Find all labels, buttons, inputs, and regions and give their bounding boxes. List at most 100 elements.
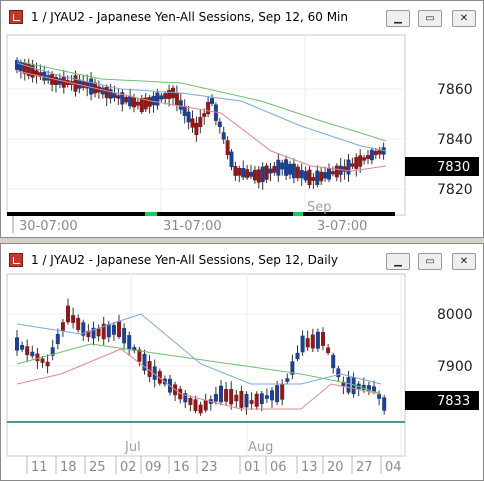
maximize-icon: ▭ [425, 13, 435, 24]
candle-body [30, 351, 35, 357]
candle-body [284, 159, 289, 176]
candle-body [270, 390, 274, 401]
minimize-button[interactable]: ▁ [386, 253, 410, 270]
candle-body [96, 328, 101, 337]
candle-body [373, 150, 378, 156]
title-bar[interactable]: 1 / JYAU2 - Japanese Yen-All Sessions, S… [1, 1, 483, 35]
candle-body [288, 163, 292, 175]
candle-body [71, 315, 76, 323]
candle-body [111, 324, 116, 335]
candle-body [319, 171, 324, 182]
candle-body [183, 393, 188, 403]
date-label: 23 [201, 460, 218, 475]
candle-body [300, 335, 305, 353]
candle-body [137, 349, 142, 362]
candle-body [305, 338, 310, 348]
candle-body [139, 97, 144, 113]
current-price-badge [405, 157, 479, 176]
candle-body [285, 378, 290, 382]
candle-body [45, 361, 50, 367]
ma-line [16, 70, 387, 172]
candle-body [147, 361, 152, 377]
date-axis: 11 18 25 02 09 16 23 01 06 13 20 27 04 [26, 456, 402, 475]
candle-body [116, 95, 121, 99]
candle-body [132, 347, 137, 351]
candle-body [143, 97, 148, 110]
candle-body [152, 366, 157, 380]
candle-body [217, 121, 222, 128]
candle-body [291, 163, 296, 179]
chart-window-60min[interactable]: 1 / JYAU2 - Japanese Yen-All Sessions, S… [0, 0, 484, 238]
ma-line [16, 343, 382, 395]
maximize-icon: ▭ [425, 256, 435, 267]
candle-body [377, 394, 382, 399]
candle-body [202, 113, 207, 117]
candle-body [259, 393, 264, 405]
candle-body [310, 334, 315, 349]
candle-body [336, 368, 341, 378]
candle-body [186, 111, 191, 123]
candle-body [40, 358, 45, 363]
candle-body [295, 166, 300, 179]
candle-body [221, 132, 226, 140]
price-chart-60min[interactable]: 7860 7840 7820 7830 30-07:00 31-07:00 Se… [1, 1, 483, 237]
month-label: Sep [307, 200, 332, 215]
close-button[interactable]: ✕ [452, 10, 476, 27]
title-bar[interactable]: 1 / JYAU2 - Japanese Yen-All Sessions, S… [1, 244, 483, 278]
date-label-2: 31-07:00 [163, 219, 222, 234]
candle-body [132, 97, 136, 108]
price-label-3: 7820 [437, 182, 473, 198]
candle-body [295, 352, 300, 360]
chart-window-daily[interactable]: 1 / JYAU2 - Japanese Yen-All Sessions, S… [0, 243, 484, 481]
maximize-button[interactable]: ▭ [418, 10, 442, 27]
month-label-jul: Jul [124, 440, 141, 455]
price-label-1: 8000 [437, 307, 473, 323]
candle-body [61, 76, 66, 88]
candle-body [334, 165, 339, 178]
candle-body [276, 159, 281, 176]
candle-body [361, 384, 366, 390]
candle-body [241, 167, 246, 178]
candle-body [382, 397, 387, 411]
candles [15, 57, 386, 190]
date-label: 20 [327, 460, 344, 475]
moving-averages [16, 313, 382, 410]
date-label: 09 [145, 460, 162, 475]
candle-body [15, 337, 19, 351]
candle-body [50, 347, 55, 356]
chart-app-icon [9, 253, 23, 267]
maximize-button[interactable]: ▭ [418, 253, 442, 270]
candle-body [275, 385, 280, 403]
candle-body [42, 71, 47, 81]
candle-body [159, 95, 164, 100]
candle-body [234, 394, 239, 402]
date-label: 11 [31, 460, 48, 475]
candle-body [124, 96, 129, 103]
candle-body [229, 388, 234, 405]
price-chart-daily[interactable]: 8000 7900 7833 Jul Aug 11 18 25 02 09 16 23 01 0… [1, 244, 483, 480]
date-label-1: 30-07:00 [19, 219, 78, 234]
minimize-button[interactable]: ▁ [386, 10, 410, 27]
candle-body [350, 163, 355, 167]
candle-body [151, 95, 156, 106]
candle-body [358, 155, 363, 167]
candle-body [15, 60, 19, 70]
session-bar [7, 212, 395, 216]
candle-body [81, 81, 86, 88]
candle-body [372, 386, 376, 392]
candle-body [190, 118, 195, 128]
candle-body [66, 305, 70, 323]
month-label-aug: Aug [248, 440, 273, 455]
candle-body [100, 87, 105, 95]
candle-body [323, 172, 328, 179]
ma-line [16, 313, 382, 385]
candle-body [198, 404, 203, 414]
candle-body [91, 327, 96, 339]
candle-body [117, 320, 121, 338]
candle-body [303, 171, 308, 181]
window-title: 1 / JYAU2 - Japanese Yen-All Sessions, S… [31, 253, 338, 267]
close-button[interactable]: ✕ [452, 253, 476, 270]
candle-body [20, 344, 25, 350]
candle-body [307, 169, 312, 186]
minimize-icon: ▁ [394, 256, 402, 267]
